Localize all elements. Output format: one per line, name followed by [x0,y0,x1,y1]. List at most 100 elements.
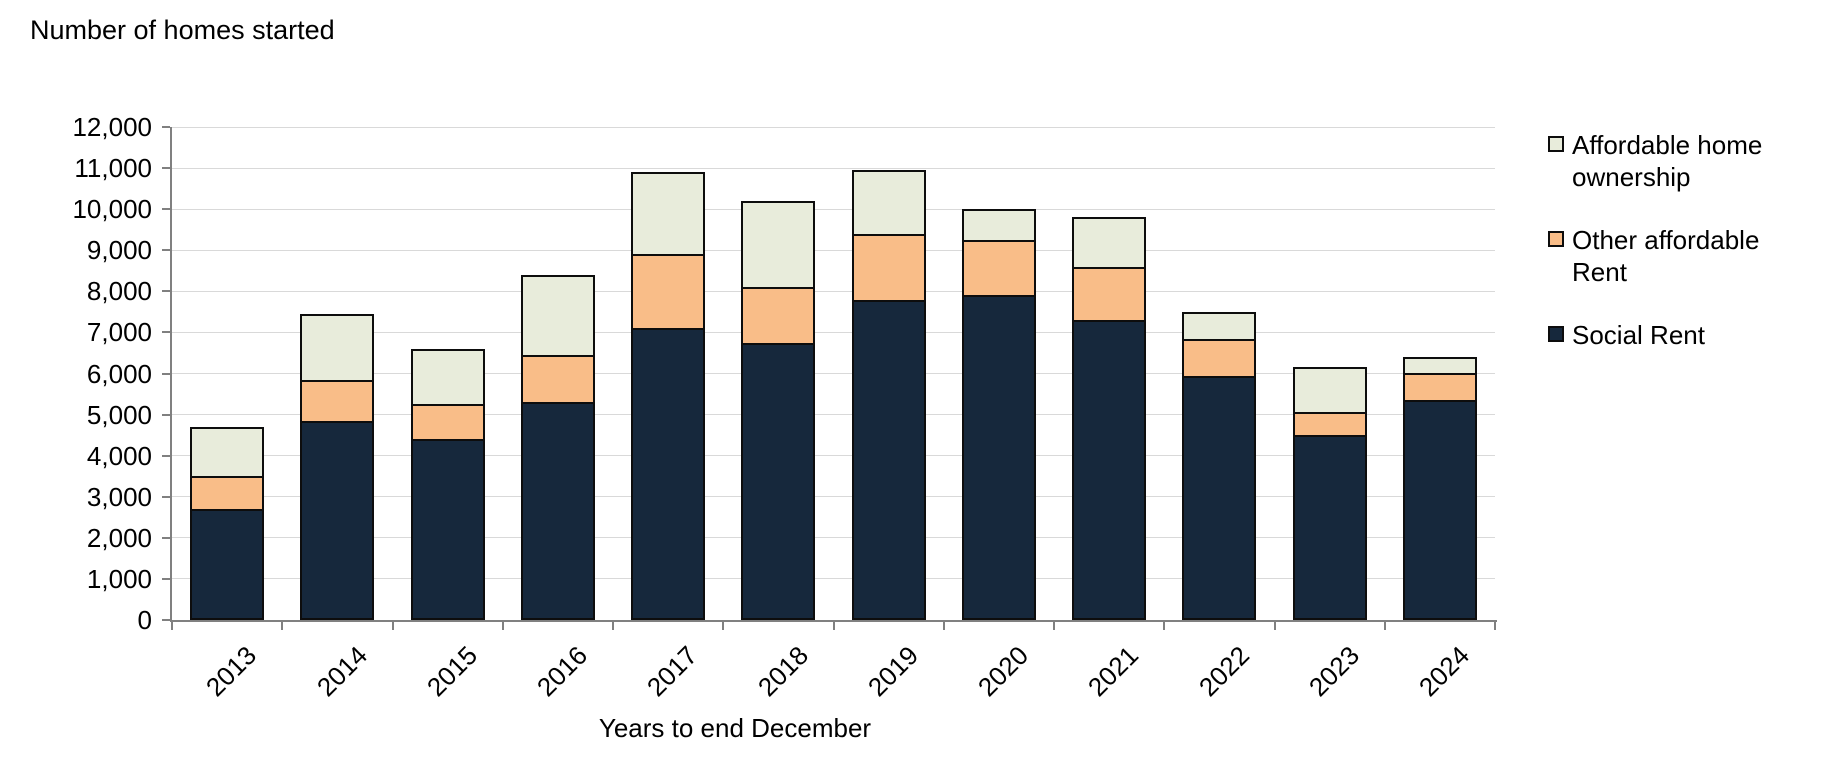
x-tick-3 [501,622,504,630]
x-tick-0 [171,622,173,630]
legend-item-affordable-home-ownership: Affordable home ownership [1548,129,1824,193]
bar-segment-2015-affordable-home-ownership [410,348,485,407]
y-axis-label-3000: 3,000 [86,481,152,512]
bar-segment-2017-social-rent [631,328,706,620]
x-axis-label-2016: 2016 [530,640,594,703]
legend-label-other-affordable-rent: Other affordable Rent [1572,225,1760,287]
gridline-7000 [172,331,1495,333]
bar-segment-2014-affordable-home-ownership [300,313,375,382]
y-axis-label-11000: 11,000 [74,153,152,184]
x-axis-label-2017: 2017 [641,640,704,703]
x-axis-label-2020: 2020 [971,640,1035,703]
bar-column-2022 [1164,127,1274,620]
x-tick-5 [722,622,725,630]
y-tick-8000 [162,290,170,293]
bar-segment-2015-social-rent [410,439,485,620]
bar-segment-2018-affordable-home-ownership [741,200,816,290]
y-axis-label-5000: 5,000 [86,399,152,430]
bar-segment-2015-other-affordable-rent [410,404,485,442]
bar-column-2013 [172,127,282,620]
y-axis-label-10000: 10,000 [72,194,152,225]
chart-title: Number of homes started [30,15,335,45]
bar-column-2016 [503,127,613,620]
y-tick-5000 [162,413,170,416]
bar-segment-2019-affordable-home-ownership [851,170,926,236]
bar-segment-2024-other-affordable-rent [1402,373,1477,403]
bar-column-2024 [1385,127,1495,620]
y-tick-3000 [162,495,170,498]
gridline-10000 [172,208,1495,210]
x-axis-label-2019: 2019 [861,640,924,703]
legend-item-social-rent: Social Rent [1548,319,1824,351]
y-tick-12000 [162,126,170,128]
x-tick-4 [612,622,614,630]
bar-segment-2022-social-rent [1182,375,1257,620]
legend-swatch-affordable-home-ownership [1548,136,1564,152]
x-axis-title: Years to end December [598,713,872,743]
bars-layer [172,127,1495,620]
y-axis-label-2000: 2,000 [86,522,152,553]
bar-column-2019 [834,127,944,620]
bar-segment-2018-social-rent [741,342,816,620]
bar-segment-2022-other-affordable-rent [1182,338,1257,378]
bar-segment-2023-other-affordable-rent [1292,412,1367,438]
legend-swatch-other-affordable-rent [1548,231,1564,247]
bar-segment-2018-other-affordable-rent [741,287,816,345]
y-tick-11000 [162,167,170,170]
x-axis-label-2013: 2013 [200,640,263,703]
x-tick-2 [391,622,394,630]
bar-column-2015 [393,127,503,620]
x-tick-1 [281,622,284,630]
y-tick-9000 [162,249,170,252]
y-tick-6000 [162,372,170,375]
bar-column-2017 [613,127,723,620]
x-tick-9 [1163,622,1166,630]
y-axis-label-7000: 7,000 [86,317,152,348]
x-tick-8 [1053,622,1055,630]
x-axis-label-2015: 2015 [420,640,483,703]
bar-column-2021 [1054,127,1164,620]
bar-segment-2016-other-affordable-rent [520,354,595,405]
bar-segment-2020-affordable-home-ownership [961,209,1036,242]
gridline-11000 [172,167,1495,169]
bar-column-2023 [1275,127,1385,620]
y-axis-label-6000: 6,000 [86,358,152,389]
gridline-8000 [172,290,1495,292]
legend-swatch-social-rent [1548,326,1564,342]
x-axis-label-2021: 2021 [1082,640,1145,703]
gridline-12000 [172,126,1495,128]
bar-segment-2021-social-rent [1072,320,1147,620]
bar-segment-2013-other-affordable-rent [190,476,265,512]
bar-segment-2019-other-affordable-rent [851,233,926,302]
gridline-1000 [172,578,1495,580]
bar-segment-2021-other-affordable-rent [1072,266,1147,323]
bar-segment-2022-affordable-home-ownership [1182,311,1257,341]
bar-segment-2024-social-rent [1402,400,1477,620]
y-tick-10000 [162,208,170,211]
gridline-2000 [172,537,1495,539]
legend-label-social-rent: Social Rent [1572,320,1705,350]
y-tick-1000 [162,577,170,580]
bar-segment-2023-affordable-home-ownership [1292,367,1367,415]
bar-segment-2021-affordable-home-ownership [1072,217,1147,269]
gridline-4000 [172,455,1495,457]
legend-label-affordable-home-ownership: Affordable home ownership [1572,130,1763,192]
bar-column-2020 [944,127,1054,620]
bar-column-2018 [723,127,833,620]
gridline-5000 [172,414,1495,416]
y-tick-2000 [162,536,170,539]
bar-segment-2016-social-rent [520,402,595,620]
x-tick-7 [942,622,945,630]
y-axis-label-0: 0 [137,605,152,635]
y-axis-line [170,127,172,622]
x-axis-label-2024: 2024 [1412,640,1476,703]
y-axis-label-1000: 1,000 [86,563,152,594]
legend: Affordable home ownership Other affordabl… [1548,129,1824,351]
y-axis-label-4000: 4,000 [86,440,152,471]
gridline-3000 [172,496,1495,498]
bar-segment-2017-other-affordable-rent [631,254,706,331]
legend-item-other-affordable-rent: Other affordable Rent [1548,224,1824,288]
x-axis-line [170,620,1497,622]
x-tick-11 [1383,622,1386,630]
